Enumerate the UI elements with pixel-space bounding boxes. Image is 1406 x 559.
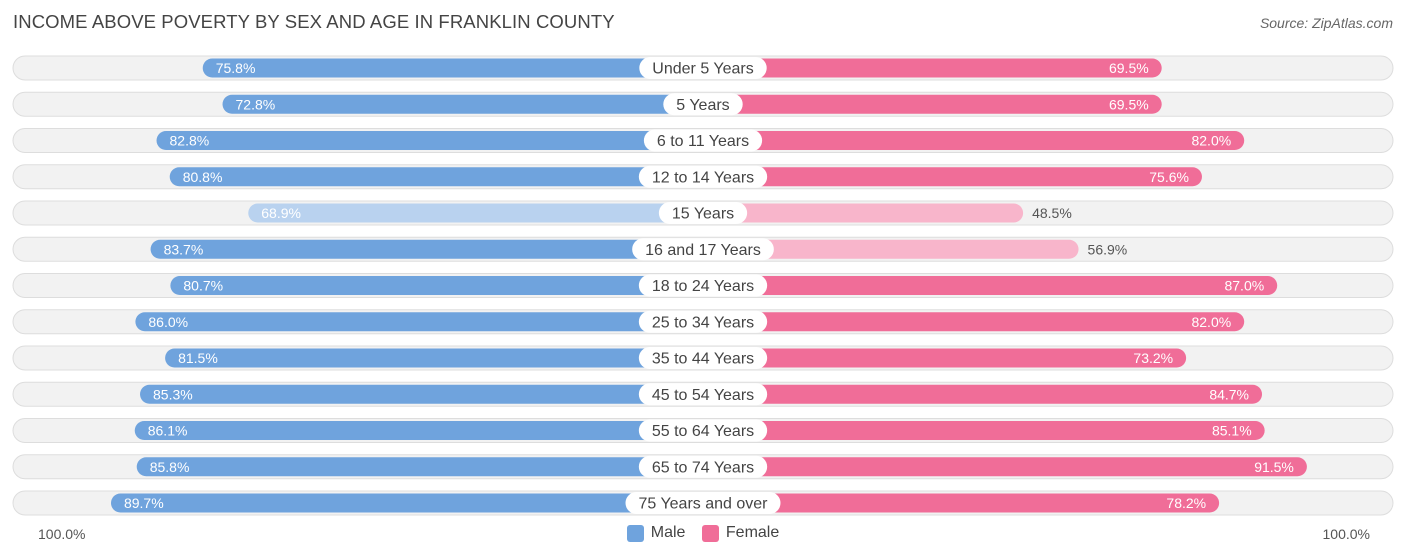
female-bar <box>703 239 1079 259</box>
male-bar <box>156 131 703 150</box>
legend-female: Female <box>701 524 780 542</box>
female-value-label: 69.5% <box>1109 96 1149 112</box>
female-bar <box>703 312 1245 332</box>
male-value-label: 82.8% <box>170 133 210 149</box>
female-value-label: 87.0% <box>1224 278 1264 294</box>
female-value-label: 82.0% <box>1191 133 1231 149</box>
male-bar <box>150 239 703 259</box>
male-value-label: 83.7% <box>164 241 204 257</box>
male-value-label: 86.1% <box>148 423 188 439</box>
female-bar <box>703 421 1265 440</box>
chart-title: INCOME ABOVE POVERTY BY SEX AND AGE IN F… <box>13 11 615 32</box>
male-value-label: 85.8% <box>150 459 190 475</box>
female-value-label: 82.0% <box>1191 314 1231 330</box>
male-bar <box>248 203 703 223</box>
male-bar <box>134 421 704 440</box>
female-value-label: 78.2% <box>1166 495 1206 511</box>
category-pill <box>663 93 743 116</box>
category-label: 6 to 11 Years <box>657 133 749 150</box>
male-bar <box>110 493 704 513</box>
source-credit: Source: ZipAtlas.com <box>1259 15 1393 31</box>
category-pill <box>639 57 767 79</box>
category-pill <box>638 455 768 478</box>
female-bar <box>703 493 1220 513</box>
axis-left-label: 100.0% <box>38 526 86 542</box>
male-value-label: 86.0% <box>148 314 188 330</box>
category-pill <box>638 383 768 406</box>
category-pill <box>638 419 768 442</box>
category-label: 25 to 34 Years <box>652 314 754 331</box>
female-bar <box>703 384 1263 404</box>
legend-female-swatch <box>701 524 719 542</box>
female-bar <box>703 348 1187 368</box>
category-pill <box>643 129 763 152</box>
female-value-label: 85.1% <box>1212 423 1252 439</box>
female-bar <box>703 131 1245 150</box>
female-value-label: 84.7% <box>1209 386 1249 402</box>
legend: Male Female <box>0 524 1406 547</box>
male-bar <box>136 457 704 477</box>
male-bar <box>135 312 703 332</box>
female-value-label: 69.5% <box>1109 60 1149 76</box>
female-bar <box>703 457 1307 477</box>
category-label: 15 Years <box>672 206 734 223</box>
male-bar <box>140 384 703 404</box>
category-label: 12 to 14 Years <box>652 169 754 186</box>
male-value-label: 72.8% <box>236 96 276 112</box>
male-bar <box>202 58 703 78</box>
male-value-label: 75.8% <box>216 60 256 76</box>
category-pill <box>658 202 748 224</box>
male-value-label: 68.9% <box>261 205 301 221</box>
category-label: 18 to 24 Years <box>652 278 754 295</box>
male-bar <box>169 167 704 187</box>
male-value-label: 81.5% <box>178 350 218 366</box>
category-pill <box>625 492 781 514</box>
category-label: 16 and 17 Years <box>645 242 761 259</box>
legend-male-label: Male <box>650 524 686 541</box>
legend-female-label: Female <box>725 524 780 541</box>
category-pill <box>632 238 774 261</box>
female-bar <box>703 203 1024 223</box>
category-pill <box>638 310 768 333</box>
category-label: 5 Years <box>676 97 729 114</box>
axis-right-label: 100.0% <box>1322 526 1370 542</box>
category-label: 65 to 74 Years <box>652 459 754 476</box>
female-value-label: 73.2% <box>1133 350 1173 366</box>
category-label: Under 5 Years <box>652 61 753 78</box>
legend-male-swatch <box>626 524 644 542</box>
female-value-label: 48.5% <box>1032 205 1072 221</box>
female-bar <box>703 94 1162 114</box>
male-bar <box>170 276 703 295</box>
male-bar <box>222 94 703 114</box>
male-value-label: 89.7% <box>124 495 164 511</box>
female-value-label: 91.5% <box>1254 459 1294 475</box>
female-value-label: 56.9% <box>1088 241 1128 257</box>
category-pill <box>638 274 768 297</box>
category-label: 45 to 54 Years <box>652 387 754 404</box>
male-bar <box>165 348 704 368</box>
male-value-label: 85.3% <box>153 386 193 402</box>
category-label: 55 to 64 Years <box>652 423 754 440</box>
male-value-label: 80.7% <box>183 278 223 294</box>
male-value-label: 80.8% <box>183 169 223 185</box>
category-pill <box>638 165 768 188</box>
category-label: 35 to 44 Years <box>652 351 754 368</box>
female-value-label: 75.6% <box>1149 169 1189 185</box>
legend-male: Male <box>626 524 686 542</box>
category-label: 75 Years and over <box>639 496 769 513</box>
female-bar <box>703 276 1278 295</box>
category-pill <box>638 347 768 369</box>
female-bar <box>703 167 1202 187</box>
female-bar <box>703 58 1162 78</box>
